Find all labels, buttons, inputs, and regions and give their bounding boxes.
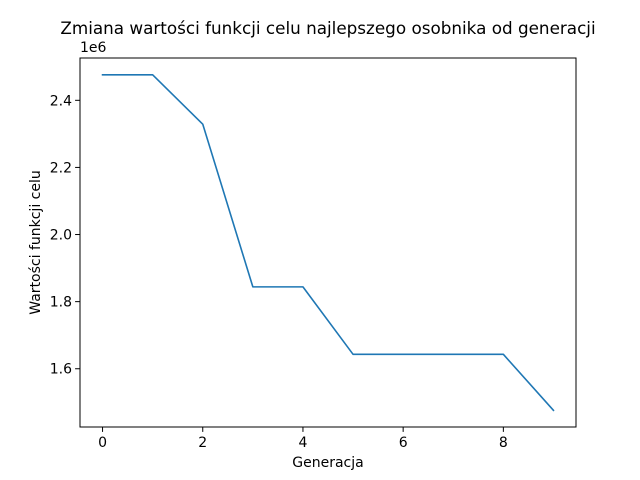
y-axis-ticks: 1.6 1.8 2.0 2.2 2.4: [50, 93, 80, 378]
series-line: [101, 74, 555, 412]
x-tick-label: 2: [198, 435, 207, 451]
x-axis-label: Generacja: [292, 455, 363, 471]
y-tick-label: 2.4: [50, 93, 72, 109]
y-axis-label: Wartości funkcji celu: [28, 170, 44, 314]
x-tick-label: 8: [499, 435, 508, 451]
y-tick-label: 2.0: [50, 228, 72, 244]
series-layer: [101, 74, 555, 412]
x-axis-ticks: 0 2 4 6 8: [98, 427, 508, 451]
y-tick-label: 1.6: [50, 362, 72, 378]
chart-title: Zmiana wartości funkcji celu najlepszego…: [60, 18, 595, 38]
x-tick-label: 6: [399, 435, 408, 451]
y-axis-offset-label: 1e6: [80, 40, 107, 56]
x-tick-label: 4: [298, 435, 307, 451]
plot-frame: [79, 57, 577, 428]
x-tick-label: 0: [98, 435, 107, 451]
y-tick-label: 1.8: [50, 295, 72, 311]
y-tick-label: 2.2: [50, 160, 72, 176]
